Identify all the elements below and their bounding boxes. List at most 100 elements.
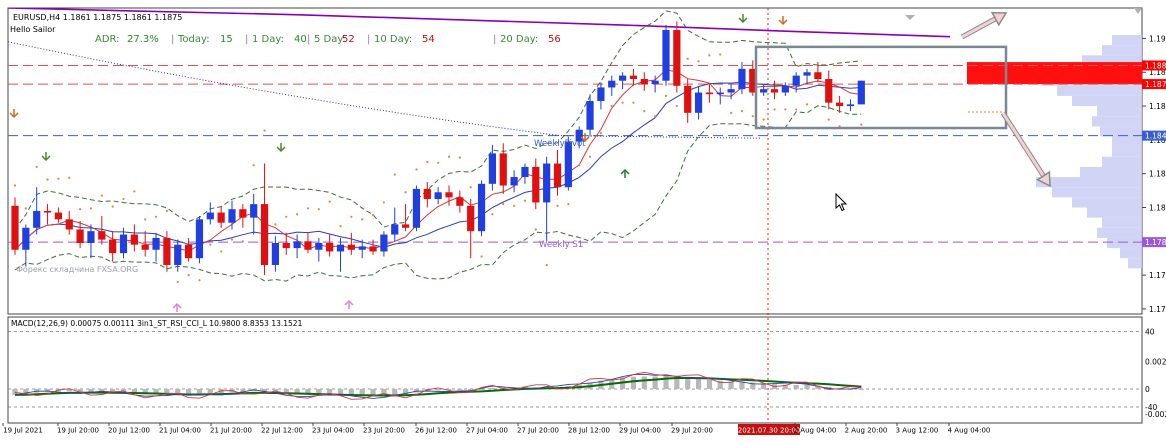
- adr-panel: ADR: 27.3% Today: 15| 1 Day: 40| 5 Day:52| 10 D…: [95, 34, 561, 45]
- sell-signal-arrow-icon: [580, 133, 590, 143]
- symbol-line: EURUSD,H4 1.1861 1.1875 1.1861 1.1875: [13, 13, 182, 22]
- y-tick-label: 1.190: [1149, 34, 1166, 43]
- macd-pane-frame: [7, 316, 1143, 424]
- psar-dot: [719, 53, 722, 56]
- bull-candle: [152, 237, 160, 250]
- macd-histogram-bar: [99, 389, 105, 393]
- long-term-ma: [8, 8, 951, 38]
- volume-profile-bar: [1120, 248, 1142, 259]
- price-label: 1.187: [1145, 80, 1166, 89]
- macd-histogram-bar: [392, 389, 398, 396]
- bull-candle: [597, 87, 605, 101]
- volume-profile-bar: [1128, 258, 1142, 269]
- price-label-bg: [1142, 237, 1166, 248]
- bull-candle: [694, 92, 703, 113]
- psar-dot: [296, 213, 299, 216]
- x-tick-label: 4 Aug 04:00: [948, 427, 991, 435]
- macd-histogram-bar: [750, 382, 756, 389]
- macd-axis-label: 0: [1145, 385, 1150, 394]
- arrow-shaft: [1001, 112, 1045, 177]
- macd-histogram-bar: [435, 389, 441, 391]
- up-arrow-icon: [960, 11, 1008, 40]
- psar-dot: [285, 215, 288, 218]
- psar-dot: [404, 191, 407, 194]
- psar-dot: [751, 115, 754, 118]
- x-tick-label: 23 Jul 20:00: [363, 427, 405, 435]
- bear-candle: [65, 219, 73, 230]
- psar-dot: [361, 218, 364, 221]
- psar-dot: [187, 274, 190, 277]
- psar-dot: [664, 94, 668, 98]
- psar-dot: [274, 223, 277, 226]
- macd-histogram-bar: [261, 389, 268, 393]
- adr-value: 52: [342, 34, 355, 45]
- bollinger-lower: [14, 105, 862, 282]
- bull-candle: [206, 212, 214, 220]
- psar-dot: [654, 115, 657, 118]
- psar-dot: [447, 155, 451, 158]
- buy-signal-arrow-icon: [738, 14, 748, 24]
- psar-dot: [350, 215, 353, 218]
- signal-head: [738, 17, 748, 24]
- bear-candle: [705, 92, 713, 95]
- volume-profile-bar: [1092, 116, 1142, 127]
- bear-candle: [54, 212, 62, 220]
- indicator-name: Hello Sailor: [10, 25, 56, 34]
- bear-candle: [130, 234, 138, 245]
- bull-candle: [608, 80, 616, 88]
- adr-label: 5 Day:: [314, 34, 346, 45]
- adr-separator: |: [367, 34, 370, 45]
- bull-candle: [412, 188, 421, 228]
- psar-dot: [198, 279, 201, 282]
- macd-histogram-bar: [630, 376, 637, 389]
- psar-dot: [100, 194, 103, 197]
- macd-histogram-bar: [370, 389, 376, 397]
- macd-axis-label: 0.002: [1145, 357, 1166, 366]
- bear-candle: [43, 210, 52, 213]
- price-label-bg: [1142, 130, 1166, 141]
- bull-candle: [716, 92, 724, 95]
- bear-candle: [553, 163, 562, 188]
- y-tick-label: 1.186: [1149, 102, 1166, 111]
- time-axis: 19 Jul 2021 19 Jul 20:00 20 Jul 12:00 21 Ju…: [2, 423, 991, 435]
- alert-arrow-icon: [344, 299, 354, 309]
- weekly-s1-label: Weekly S1: [539, 240, 583, 250]
- adr-separator: |: [307, 34, 310, 45]
- bear-candle: [217, 212, 225, 223]
- psar-dot: [556, 204, 559, 207]
- bull-candle: [543, 163, 551, 203]
- x-tick-label: 2 Aug 04:00: [794, 427, 837, 435]
- adr-label: Today:: [177, 34, 210, 45]
- macd-histogram-bar: [196, 389, 203, 395]
- scroll-marker-icon: [905, 15, 915, 20]
- psar-dot: [686, 57, 689, 60]
- bear-candle: [836, 102, 844, 107]
- x-tick-label: 3 Aug 12:00: [896, 427, 939, 435]
- bear-candle: [347, 244, 355, 250]
- psar-dot: [46, 178, 49, 181]
- volume-profile-bar: [1072, 197, 1142, 208]
- x-tick-label: 22 Jul 12:00: [261, 427, 303, 435]
- psar-dot: [230, 238, 234, 241]
- macd-axis-label: -40: [1145, 403, 1157, 412]
- psar-dot: [437, 161, 440, 164]
- psar-dot: [220, 250, 223, 253]
- bear-candle: [770, 89, 779, 93]
- x-tick-label: 2 Aug 20:00: [845, 427, 888, 435]
- chart-overlays: [9, 8, 1142, 312]
- bear-candle: [499, 153, 507, 186]
- psar-dot: [773, 108, 776, 111]
- psar-dot: [599, 132, 603, 135]
- macd-histogram-bar: [641, 376, 647, 389]
- x-tick-label: 19 Jul 2021: [3, 427, 43, 435]
- bear-candle: [640, 79, 648, 85]
- volume-profile-bar: [1102, 45, 1142, 56]
- psar-dot: [154, 215, 158, 218]
- macd-histogram-bar: [728, 381, 734, 389]
- slow-ma-dotted: [8, 41, 761, 139]
- macd-histogram-bar: [761, 383, 767, 389]
- psar-dot: [144, 218, 147, 221]
- macd-histogram-bar: [403, 389, 409, 395]
- psar-dot: [328, 200, 331, 203]
